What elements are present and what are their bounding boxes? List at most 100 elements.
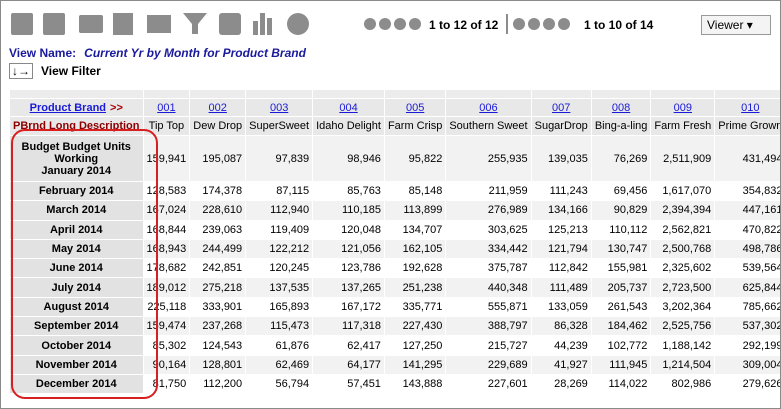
code-cell: 007 [530, 98, 592, 117]
add-icon[interactable] [43, 13, 65, 35]
value-cell: 62,417 [312, 335, 385, 356]
spacer-cell [245, 89, 314, 99]
value-cell: 112,842 [530, 258, 592, 279]
highlight-oval [11, 129, 158, 399]
next-col[interactable] [543, 18, 555, 30]
value-cell: 447,161 [714, 200, 780, 221]
value-cell: 114,022 [590, 373, 652, 395]
value-cell: 440,348 [445, 277, 532, 298]
code-link[interactable]: 007 [552, 101, 571, 114]
value-cell: 167,172 [312, 296, 385, 318]
row-label: June 2014 [49, 262, 103, 275]
value-cell: 56,794 [245, 373, 314, 395]
prev-page[interactable] [379, 18, 391, 30]
filter-icon[interactable] [183, 13, 207, 34]
code-cell: 002 [189, 98, 247, 117]
value-cell: 28,269 [530, 373, 592, 395]
value-cell: 57,451 [312, 373, 385, 395]
last-page[interactable] [409, 18, 421, 30]
value-cell: 388,797 [445, 316, 532, 337]
value-cell: 127,250 [383, 335, 447, 356]
value-cell: 276,989 [445, 200, 532, 221]
column-header: Tip Top [142, 116, 191, 136]
value-cell: 155,981 [590, 258, 652, 279]
row-header: October 2014 [9, 335, 144, 356]
value-cell: 133,059 [530, 296, 592, 318]
value-cell: 261,543 [590, 296, 652, 318]
viewer-select[interactable]: Viewer ▾ [701, 15, 771, 35]
save-icon[interactable] [11, 13, 33, 35]
code-link[interactable]: 008 [611, 101, 631, 114]
code-link[interactable]: 005 [405, 101, 425, 114]
value-cell: 192,628 [383, 258, 447, 279]
view-name-label: View Name: [9, 46, 77, 60]
data-row: August 2014 225,118 333,901 165,893 167,172 3… [9, 296, 780, 318]
value-cell: 239,063 [189, 219, 247, 240]
value-cell: 2,511,909 [650, 135, 716, 182]
view-filter-label: View Filter [41, 64, 101, 78]
description-row: PBrnd Long Description Tip Top Dew Drop Sup… [9, 116, 780, 136]
help-icon[interactable] [287, 13, 309, 35]
code-cell: 009 [650, 98, 716, 117]
column-header: SugarDrop [530, 116, 592, 136]
value-cell: 470,822 [714, 219, 780, 240]
code-link[interactable]: 009 [673, 101, 692, 114]
code-cell: 003 [245, 98, 314, 117]
value-cell: 87,115 [245, 180, 314, 202]
prev-col[interactable] [528, 18, 540, 30]
value-cell: 85,763 [312, 180, 385, 202]
excel-icon[interactable] [113, 13, 133, 35]
row-label: Working [54, 152, 99, 165]
row-label: January 2014 [41, 164, 112, 177]
code-cell: 010 [714, 98, 780, 117]
spacer-row [9, 89, 780, 99]
search-icon[interactable] [219, 13, 241, 35]
value-cell: 120,048 [312, 219, 385, 240]
code-link[interactable]: 003 [269, 101, 289, 114]
code-link[interactable]: 004 [339, 101, 358, 114]
code-link[interactable]: 001 [157, 101, 176, 114]
code-link[interactable]: 002 [208, 101, 227, 114]
row-label: July 2014 [51, 281, 102, 294]
value-cell: 785,662 [714, 296, 780, 318]
value-cell: 2,525,756 [650, 316, 716, 337]
product-brand-link[interactable]: Product Brand [29, 101, 107, 114]
value-cell: 251,238 [383, 277, 447, 298]
column-pager: 1 to 10 of 14 [584, 18, 654, 32]
first-col[interactable] [513, 18, 525, 30]
value-cell: 279,626 [714, 373, 780, 395]
view-filter[interactable]: ↓→ View Filter [9, 63, 101, 79]
value-cell: 802,986 [650, 373, 716, 395]
data-row: April 2014 168,844 239,063 119,409 120,048 13… [9, 219, 780, 240]
value-cell: 85,302 [142, 335, 191, 356]
value-cell: 539,564 [714, 258, 780, 279]
column-header: Dew Drop [189, 116, 247, 136]
print-icon[interactable] [79, 15, 103, 33]
value-cell: 292,199 [714, 335, 780, 356]
spacer-cell [714, 89, 780, 99]
row-header: February 2014 [9, 180, 144, 202]
chart-icon[interactable] [253, 21, 258, 35]
value-cell: 117,318 [312, 316, 385, 337]
data-row: November 2014 90,164 128,801 62,469 64,177 14… [9, 354, 780, 375]
value-cell: 137,265 [312, 277, 385, 298]
value-cell: 227,430 [383, 316, 447, 337]
value-cell: 195,087 [189, 135, 247, 182]
data-row: March 2014 167,024 228,610 112,940 110,185 11… [9, 200, 780, 221]
next-page[interactable] [394, 18, 406, 30]
value-cell: 242,851 [189, 258, 247, 279]
value-cell: 215,727 [445, 335, 532, 356]
row-label: February 2014 [38, 185, 114, 198]
view-name-value: Current Yr by Month for Product Brand [84, 46, 306, 60]
code-link[interactable]: 010 [741, 101, 760, 114]
code-link[interactable]: 006 [479, 101, 498, 114]
email-icon[interactable] [147, 15, 171, 33]
value-cell: 537,302 [714, 316, 780, 337]
value-cell: 110,112 [590, 219, 652, 240]
first-page[interactable] [364, 18, 376, 30]
value-cell: 111,489 [530, 277, 592, 298]
value-cell: 2,500,768 [650, 238, 716, 260]
value-cell: 69,456 [590, 180, 652, 202]
last-col[interactable] [558, 18, 570, 30]
code-cell: 006 [445, 98, 532, 117]
